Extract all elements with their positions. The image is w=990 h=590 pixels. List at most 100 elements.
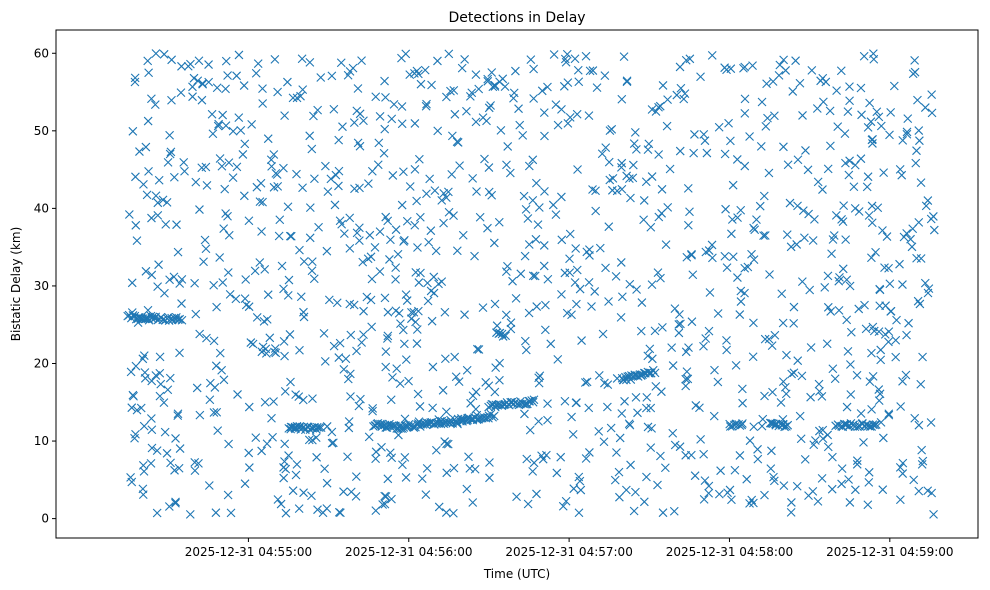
detection-point bbox=[498, 74, 508, 84]
detection-point bbox=[141, 142, 151, 152]
detection-point bbox=[845, 281, 855, 291]
detection-point bbox=[911, 158, 921, 168]
detection-point bbox=[336, 58, 346, 68]
detection-point bbox=[927, 488, 937, 498]
detection-point bbox=[375, 267, 385, 276]
detection-point bbox=[202, 333, 211, 343]
detection-point bbox=[411, 267, 421, 277]
detection-point bbox=[885, 279, 895, 289]
detection-point bbox=[588, 185, 597, 194]
detection-point bbox=[800, 233, 809, 243]
detection-point bbox=[929, 510, 938, 519]
detection-point bbox=[762, 79, 771, 89]
detection-point bbox=[406, 314, 416, 324]
detection-point bbox=[918, 352, 927, 362]
detection-point bbox=[232, 162, 242, 172]
detection-point bbox=[621, 485, 631, 495]
detection-point bbox=[598, 329, 608, 339]
detection-point bbox=[724, 118, 733, 128]
detection-point bbox=[681, 55, 691, 65]
detection-point bbox=[702, 148, 712, 158]
detection-point bbox=[573, 65, 583, 75]
detection-point bbox=[681, 347, 691, 357]
detection-point bbox=[284, 451, 293, 460]
detection-point bbox=[701, 334, 711, 343]
detection-point bbox=[587, 302, 596, 311]
detection-point bbox=[515, 120, 525, 130]
detection-point bbox=[529, 395, 539, 405]
detection-point bbox=[428, 403, 438, 413]
detection-point bbox=[221, 84, 230, 94]
detection-point bbox=[839, 201, 849, 211]
detection-point bbox=[740, 288, 749, 298]
detection-point bbox=[412, 325, 422, 334]
detection-point bbox=[768, 419, 778, 428]
detection-point bbox=[859, 437, 868, 447]
detection-point bbox=[896, 402, 906, 411]
detection-point bbox=[391, 274, 400, 284]
detection-point bbox=[895, 259, 904, 269]
detection-point bbox=[263, 134, 273, 144]
detection-point bbox=[354, 236, 364, 245]
detection-point bbox=[280, 439, 290, 449]
detection-point bbox=[543, 82, 552, 92]
detection-point bbox=[696, 434, 706, 444]
detection-point bbox=[804, 491, 813, 500]
detection-point bbox=[560, 268, 570, 278]
detection-point bbox=[518, 131, 528, 140]
detection-point bbox=[783, 160, 793, 170]
detection-point bbox=[614, 467, 624, 477]
detection-point bbox=[753, 454, 763, 464]
detection-point bbox=[299, 488, 308, 498]
detection-point bbox=[397, 200, 407, 210]
detection-point bbox=[591, 186, 600, 196]
detection-point bbox=[140, 368, 150, 377]
detection-point bbox=[854, 207, 864, 216]
detection-point bbox=[604, 297, 613, 306]
detection-point bbox=[647, 105, 657, 114]
detection-point bbox=[898, 135, 908, 145]
detection-point bbox=[152, 446, 162, 456]
detection-point bbox=[465, 91, 475, 101]
detection-point bbox=[487, 190, 497, 200]
detection-point bbox=[886, 306, 896, 316]
x-axis-label: Time (UTC) bbox=[483, 567, 550, 581]
detection-point bbox=[223, 211, 232, 221]
detection-point bbox=[850, 160, 860, 170]
detection-point bbox=[464, 452, 473, 462]
detection-point bbox=[540, 131, 549, 141]
detection-point bbox=[219, 224, 229, 234]
detection-point bbox=[224, 439, 233, 449]
detection-point bbox=[769, 472, 778, 482]
detection-point bbox=[658, 508, 668, 518]
y-tick-label: 60 bbox=[34, 46, 49, 60]
detection-point bbox=[218, 278, 228, 287]
detection-point bbox=[391, 225, 401, 235]
x-tick-label: 2025-12-31 04:55:00 bbox=[185, 545, 312, 559]
detection-point bbox=[426, 286, 436, 296]
detection-point bbox=[297, 54, 307, 64]
detection-point bbox=[127, 278, 137, 288]
detection-point bbox=[224, 158, 234, 168]
detection-point bbox=[585, 66, 595, 76]
detection-point bbox=[140, 314, 150, 324]
detection-point bbox=[387, 114, 397, 124]
detection-point bbox=[914, 486, 924, 496]
detection-point bbox=[370, 242, 380, 252]
detection-point bbox=[687, 317, 697, 327]
detection-point bbox=[721, 204, 730, 214]
detection-point bbox=[449, 211, 458, 221]
detection-point bbox=[902, 330, 911, 340]
detection-point bbox=[410, 220, 420, 230]
detection-point bbox=[880, 330, 890, 339]
detection-point bbox=[863, 172, 873, 182]
detection-point bbox=[136, 403, 146, 413]
detection-point bbox=[131, 361, 141, 371]
detection-point bbox=[557, 290, 566, 299]
detection-point bbox=[270, 344, 280, 353]
detection-point bbox=[383, 307, 393, 317]
detection-point bbox=[842, 275, 852, 285]
detection-point bbox=[283, 77, 292, 87]
detection-point bbox=[171, 434, 180, 443]
detection-point bbox=[528, 155, 538, 165]
